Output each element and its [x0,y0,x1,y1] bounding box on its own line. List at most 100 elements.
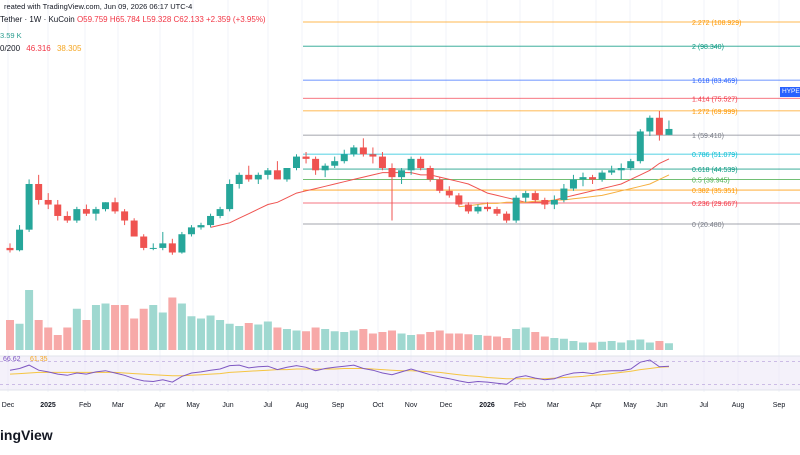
symbol-name: Tether · 1W · KuCoin [0,15,75,24]
fib-label: 1.618 (83.469) [692,78,738,85]
candle-body [130,220,138,237]
volume-bar [187,316,196,350]
time-tick-label: Dec [2,402,15,409]
volume-bar [197,318,205,350]
time-tick-label: Aug [296,402,309,409]
volume-bar [473,335,482,350]
time-tick-label: Feb [79,402,91,409]
volume-bar [607,341,616,350]
volume-bar [512,329,521,350]
candle-body [550,199,558,205]
candle-body [207,215,215,226]
volume-bar [368,333,377,350]
volume-bar [158,312,167,350]
fib-label: 0 (20.480) [692,222,724,229]
volume-bar [44,327,53,350]
volume-bar [397,333,406,350]
rsi-lines [0,359,800,385]
candle-body [531,193,539,200]
candle-body [378,156,386,169]
volume-bar [454,333,463,350]
fib-label: 0.618 (44.539) [692,167,738,174]
volume-bar [302,331,311,350]
volume-bar [435,330,444,350]
time-tick-label: 2026 [479,402,495,409]
rsi-ma-line [9,366,670,380]
price-change: +2.359 (+3.95%) [206,15,266,24]
volume-bar [282,329,291,350]
volume-bar [579,342,587,350]
volume-bar [311,327,320,350]
volume-bar [72,308,81,350]
volume-bar [235,326,244,350]
volume-bar [388,330,396,350]
volume-bar [407,335,416,350]
fib-label: 1.272 (69.999) [692,109,738,116]
grid [7,0,780,392]
volume-bar [330,331,339,350]
fib-label: 2.272 (108.929) [692,20,741,27]
time-axis: Dec 2025 Feb Mar Apr May Jun Jul Aug Sep Oct Nov Dec… [2,402,786,409]
candle-body [187,227,195,235]
ohlc-open: O59.759 [76,15,108,24]
volume-bar [120,305,129,350]
candle-body [598,172,606,180]
candle-body [560,188,568,200]
ma-short-line [210,158,670,228]
candle-body [312,158,320,171]
volume-bar [168,297,177,350]
candle-body [350,147,358,155]
fib-label: 1 (59.410) [692,133,724,140]
candle-body [646,117,654,132]
volume-bars [6,290,673,350]
volume-bar [378,332,387,350]
time-tick-label: Sep [332,402,345,409]
volume-bar [206,315,215,350]
volume-bar [349,330,358,350]
candle-body [273,170,281,180]
volume-bar [464,334,473,350]
ma-label: 0/200 [0,44,21,53]
candle-body [569,179,577,189]
volume-bar [588,342,597,350]
candle-body [159,243,167,248]
ohlc-close: C62.133 [173,15,204,24]
volume-bar [6,320,14,350]
candle-body [589,177,597,180]
volume-bar [645,342,654,350]
time-tick-label: Mar [112,402,125,409]
candle-body [178,234,186,253]
rsi-value-label: 66.62 [3,356,21,363]
volume-bar [53,335,62,350]
volume-bar [540,336,549,350]
volume-bar [340,332,349,350]
fib-label: 0.236 (29.667) [692,201,738,208]
candle-body [436,179,444,191]
volume-bar [82,320,91,350]
time-tick-label: Aug [732,402,745,409]
time-tick-label: May [623,402,637,409]
volume-bar [493,336,502,350]
candle-body [426,168,434,180]
fib-label: 2 (98.340) [692,44,724,51]
candle-body [417,158,425,169]
candle-body [302,156,310,159]
candle-body [579,177,587,180]
candle-body [464,204,472,212]
candle-body [407,158,415,171]
ma-value-short: 46.316 [26,44,51,53]
candle-body [665,128,673,135]
time-tick-label: 2025 [40,402,56,409]
volume-bar [664,343,673,350]
created-line: reated with TradingView.com, Jun 09, 202… [4,2,193,11]
candle-body [111,202,119,212]
time-tick-label: Jul [264,402,273,409]
volume-bar [254,324,263,350]
candle-body [388,168,396,178]
time-tick-label: Feb [514,402,526,409]
time-tick-label: Dec [440,402,453,409]
time-tick-label: Nov [405,402,418,409]
candle-body [503,213,511,221]
symbol-line: Tether · 1W · KuCoin O59.759 H65.784 L59… [0,15,266,24]
